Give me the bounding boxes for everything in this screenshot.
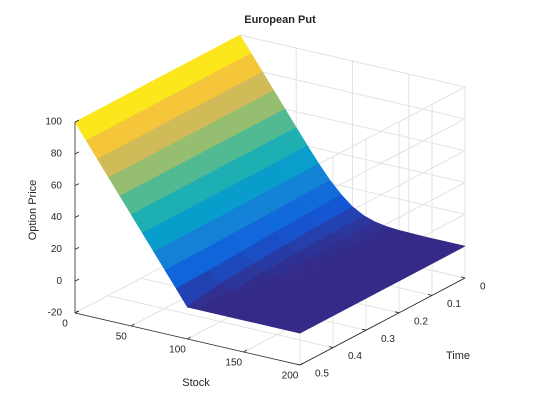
y-axis-label: Time <box>446 350 470 362</box>
y-tick-label: 0.3 <box>381 334 395 345</box>
z-tick-label: 60 <box>51 180 63 191</box>
surface-patch <box>288 312 334 334</box>
z-tick-label: 20 <box>51 244 63 255</box>
y-tick <box>361 328 367 331</box>
grid-line <box>299 86 466 175</box>
x-tick-label: 100 <box>169 345 186 356</box>
axes: -2002040608010005010015020000.10.20.30.4… <box>45 117 486 382</box>
z-tick <box>74 119 80 123</box>
x-tick <box>74 310 79 314</box>
z-tick <box>74 246 80 250</box>
y-tick <box>394 311 400 314</box>
surface <box>74 34 466 334</box>
y-tick-label: 0 <box>480 282 486 293</box>
y-tick-label: 0.4 <box>348 351 362 362</box>
grid-line <box>239 34 466 88</box>
x-axis-label: Stock <box>182 377 210 389</box>
x-tick-label: 0 <box>62 319 68 330</box>
grid-line <box>239 66 466 120</box>
y-axis <box>299 277 466 366</box>
z-axis-label: Option Price <box>27 180 39 241</box>
x-tick <box>299 362 304 366</box>
y-tick <box>295 363 301 366</box>
chart-title: European Put <box>244 14 316 26</box>
z-tick <box>74 278 80 282</box>
y-tick-label: 0.5 <box>315 369 329 380</box>
x-tick <box>131 323 135 327</box>
z-tick-label: 40 <box>51 212 63 223</box>
z-tick-label: 100 <box>45 117 62 128</box>
z-tick <box>74 183 80 187</box>
y-tick <box>328 346 334 348</box>
z-tick-label: 0 <box>56 276 62 287</box>
y-tick-label: 0.2 <box>414 316 428 327</box>
y-tick-label: 0.1 <box>447 299 461 310</box>
y-tick <box>460 276 466 279</box>
z-tick <box>74 215 80 218</box>
x-tick-label: 50 <box>116 332 128 343</box>
grid-line <box>107 295 334 349</box>
z-tick-label: -20 <box>48 308 63 319</box>
x-tick-label: 200 <box>282 371 299 382</box>
z-tick <box>74 151 80 155</box>
z-tick-label: 80 <box>51 148 63 159</box>
x-tick <box>187 336 191 340</box>
x-tick-label: 150 <box>225 358 242 369</box>
y-tick <box>427 294 433 296</box>
x-tick <box>243 349 247 353</box>
